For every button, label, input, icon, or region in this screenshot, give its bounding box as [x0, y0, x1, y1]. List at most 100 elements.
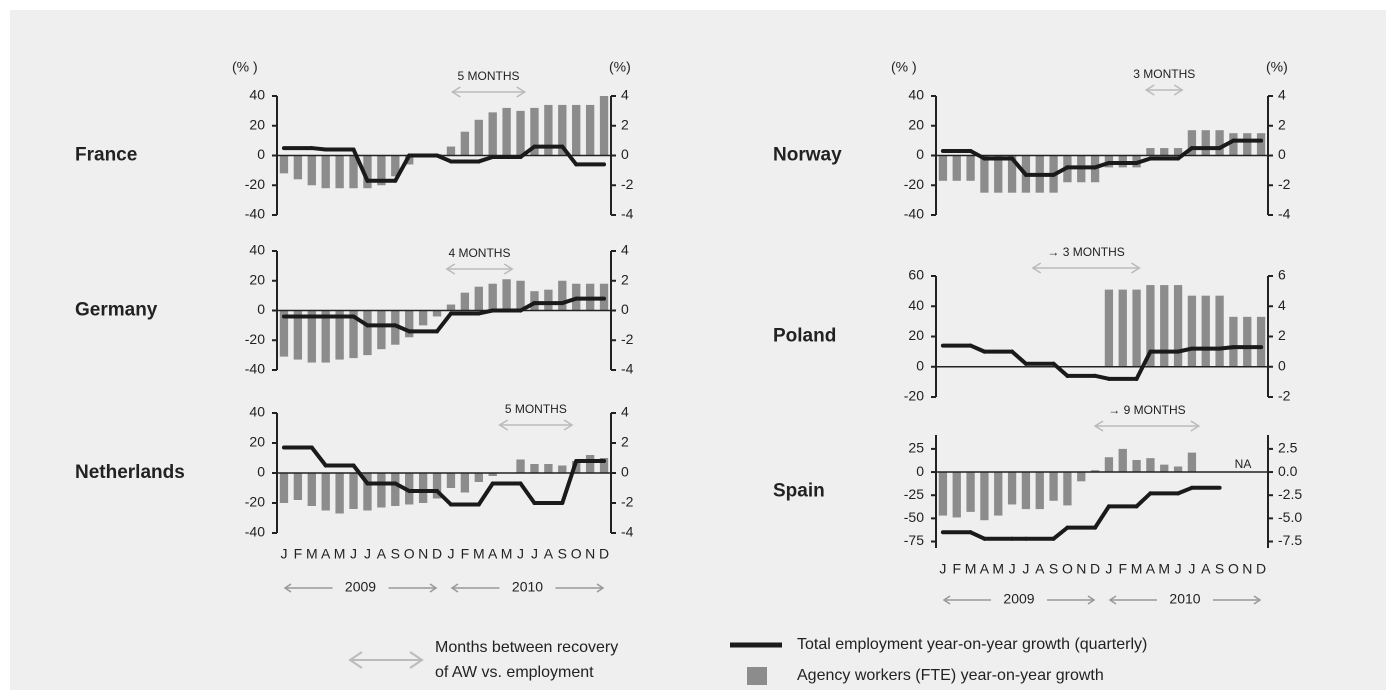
line-step — [560, 459, 579, 505]
line-step — [476, 481, 495, 507]
y-tick-label: -20 — [245, 494, 265, 510]
x-tick-label: O — [1228, 561, 1239, 577]
bar — [474, 119, 483, 156]
y2-tick-label: -5.0 — [1278, 509, 1302, 525]
line-step — [476, 308, 495, 316]
bar — [1229, 316, 1238, 367]
annotation: → 3 MONTHS — [1047, 245, 1124, 259]
x-tick-label: A — [980, 561, 990, 577]
bar — [516, 110, 525, 156]
bar — [1173, 148, 1183, 156]
bar — [349, 473, 358, 509]
line-step — [968, 530, 987, 541]
line-step — [1176, 146, 1194, 161]
x-tick-label: F — [952, 561, 961, 577]
bar — [446, 304, 456, 311]
group-arrow-heads — [450, 583, 605, 593]
bar — [377, 155, 386, 186]
bar — [952, 155, 961, 181]
bar — [1063, 472, 1072, 506]
line-step — [393, 323, 412, 334]
bar — [980, 155, 989, 193]
y2-tick-label: 0 — [621, 146, 629, 162]
y2-tick-label: 0 — [1278, 146, 1286, 162]
bar — [405, 310, 414, 338]
x-tick-label: M — [1131, 561, 1143, 577]
bar — [307, 473, 316, 506]
bar — [488, 112, 497, 156]
bar — [279, 155, 289, 174]
x-tick-label: N — [1076, 561, 1086, 577]
line-step — [1134, 349, 1153, 381]
x-tick-label: N — [1242, 561, 1252, 577]
line-step — [1010, 156, 1028, 177]
bar — [1187, 452, 1197, 473]
line-step — [1134, 491, 1153, 509]
group-arrow-heads — [942, 595, 1096, 605]
bar — [488, 283, 497, 311]
line-step — [309, 146, 328, 152]
y2-tick-label: 0 — [621, 301, 629, 317]
y2-tick-label: -4 — [621, 206, 634, 222]
x-tick-label: A — [544, 546, 554, 562]
line-step — [393, 153, 412, 183]
line-step — [351, 463, 370, 486]
line-step — [560, 144, 579, 167]
legend-bar-swatch — [747, 667, 767, 685]
bar — [1256, 316, 1266, 367]
line-step — [1217, 345, 1236, 351]
y-tick-label: -25 — [904, 486, 924, 502]
y2-tick-label: -4 — [1278, 206, 1291, 222]
y2-tick-label: 2 — [1278, 327, 1286, 343]
chart-title: Spain — [773, 481, 825, 502]
y2-tick-label: -2 — [1278, 176, 1291, 192]
bar — [502, 279, 511, 311]
bar — [585, 455, 595, 473]
y2-tick-label: 0 — [1278, 357, 1286, 373]
bar — [966, 472, 975, 512]
x-tick-label: M — [501, 546, 513, 562]
x-tick-label: J — [350, 546, 357, 562]
line-step — [560, 296, 579, 306]
x-tick-label: N — [418, 546, 428, 562]
bar — [1118, 448, 1127, 473]
bar — [1090, 470, 1100, 473]
bar — [544, 464, 553, 473]
bar — [1007, 155, 1017, 193]
bar — [1146, 285, 1155, 367]
bar — [1173, 466, 1183, 473]
bar — [293, 310, 303, 360]
y2-tick-label: 2 — [621, 271, 629, 287]
line-step — [435, 489, 453, 507]
x-tick-label: J — [939, 561, 946, 577]
bar — [279, 473, 289, 503]
line-step — [351, 314, 370, 328]
line-step — [518, 144, 537, 159]
y2-tick-label: -4 — [621, 361, 634, 377]
annotation-arrow-heads — [445, 263, 514, 275]
x-tick-label: O — [1062, 561, 1073, 577]
bar — [1201, 130, 1210, 156]
line-step — [1217, 138, 1236, 151]
x-group-label: 2009 — [345, 579, 376, 595]
x-tick-label: N — [585, 546, 595, 562]
bar — [544, 289, 553, 311]
line-step — [476, 154, 495, 164]
bar — [1160, 148, 1169, 156]
y2-tick-label: 0.0 — [1278, 463, 1298, 479]
bar — [1229, 133, 1238, 156]
x-tick-label: A — [1146, 561, 1156, 577]
bar — [558, 465, 567, 473]
line-step — [1093, 504, 1111, 530]
bar — [349, 310, 358, 359]
x-tick-label: S — [1215, 561, 1224, 577]
x-tick-label: D — [1090, 561, 1100, 577]
bar — [460, 131, 470, 156]
x-tick-label: F — [461, 546, 470, 562]
y2-tick-label: 6 — [1278, 267, 1286, 283]
line-step — [1176, 485, 1194, 496]
bar — [952, 472, 961, 518]
x-tick-label: J — [1188, 561, 1195, 577]
x-tick-label: J — [1009, 561, 1016, 577]
